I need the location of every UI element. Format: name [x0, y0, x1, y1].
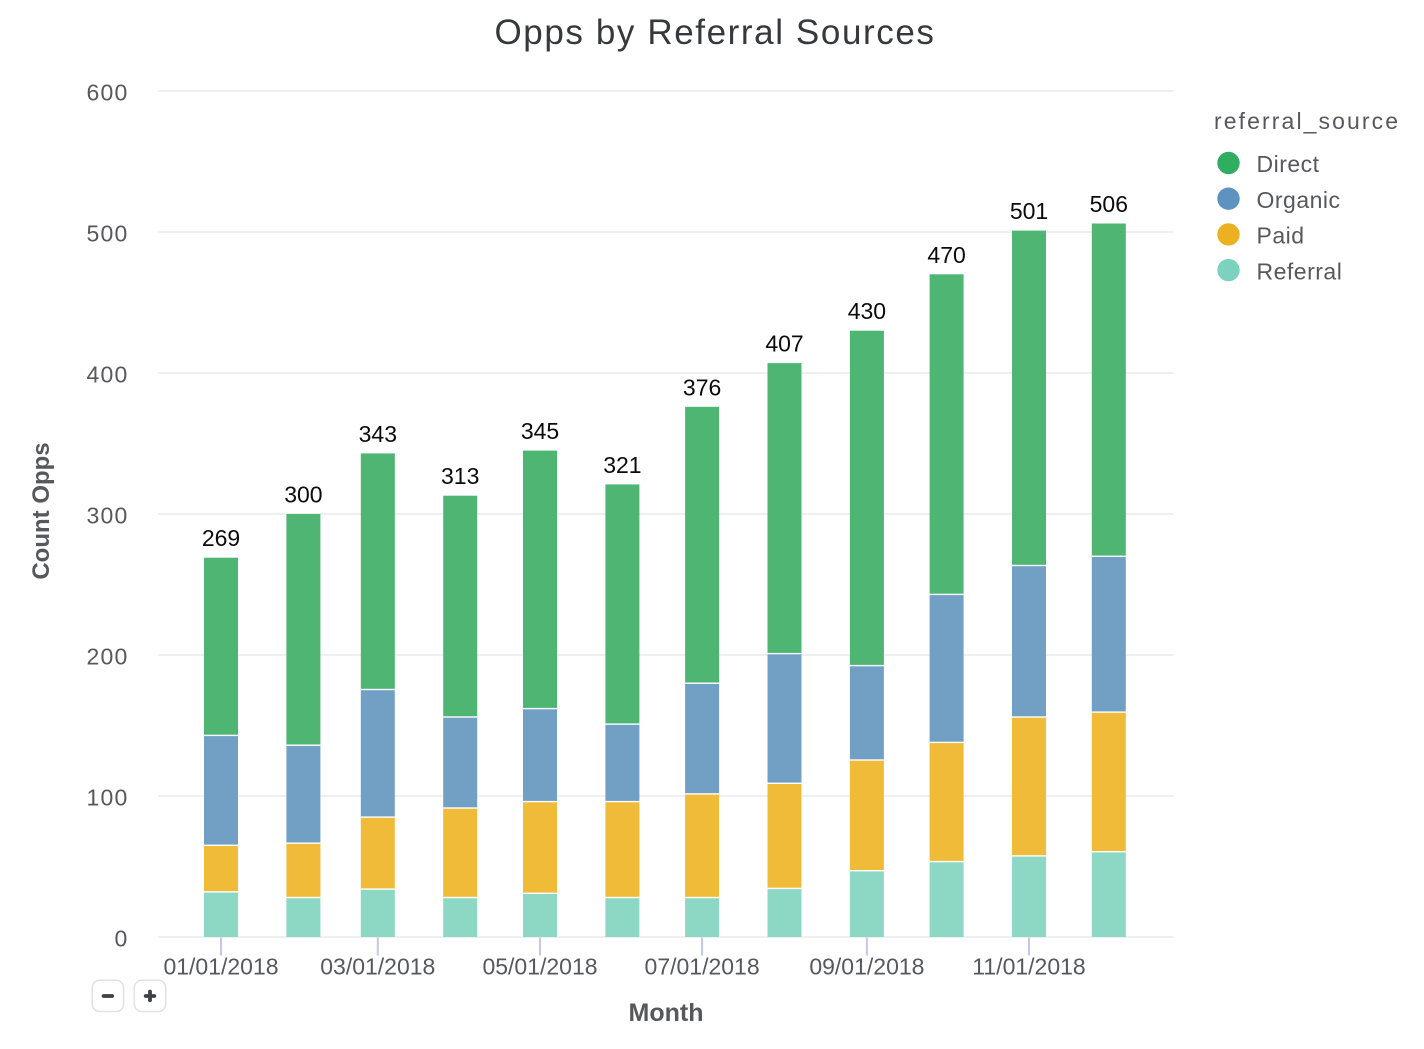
svg-text:345: 345 [521, 418, 559, 444]
svg-text:Opps by Referral Sources: Opps by Referral Sources [494, 13, 935, 52]
svg-text:07/01/2018: 07/01/2018 [645, 954, 760, 980]
svg-text:Count Opps: Count Opps [28, 442, 55, 579]
svg-text:03/01/2018: 03/01/2018 [320, 954, 435, 980]
svg-text:321: 321 [603, 452, 641, 478]
svg-text:01/01/2018: 01/01/2018 [163, 954, 278, 980]
svg-text:Direct: Direct [1257, 151, 1320, 177]
svg-text:600: 600 [87, 79, 129, 105]
svg-text:Month: Month [629, 999, 704, 1027]
svg-text:Paid: Paid [1257, 223, 1305, 249]
svg-text:313: 313 [441, 463, 479, 489]
svg-text:407: 407 [765, 331, 803, 357]
svg-text:300: 300 [284, 482, 322, 508]
svg-text:11/01/2018: 11/01/2018 [972, 954, 1085, 980]
svg-text:400: 400 [87, 361, 129, 387]
svg-text:Organic: Organic [1257, 187, 1341, 213]
svg-text:05/01/2018: 05/01/2018 [482, 954, 597, 980]
svg-text:506: 506 [1090, 191, 1128, 217]
svg-text:269: 269 [202, 525, 240, 551]
svg-text:430: 430 [848, 298, 886, 324]
svg-text:100: 100 [87, 784, 129, 810]
svg-text:501: 501 [1010, 198, 1048, 224]
svg-text:Referral: Referral [1257, 258, 1343, 284]
svg-text:09/01/2018: 09/01/2018 [809, 954, 924, 980]
svg-text:referral_source: referral_source [1214, 108, 1400, 134]
svg-text:500: 500 [87, 220, 129, 246]
svg-text:200: 200 [87, 643, 129, 669]
svg-text:376: 376 [683, 374, 721, 400]
svg-text:300: 300 [87, 502, 129, 528]
svg-text:343: 343 [359, 421, 397, 447]
svg-text:0: 0 [115, 925, 129, 951]
svg-text:470: 470 [927, 242, 965, 268]
